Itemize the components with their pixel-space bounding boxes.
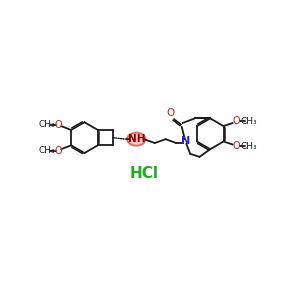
Text: CH₃: CH₃	[38, 146, 55, 155]
Text: O: O	[55, 146, 63, 156]
Text: O: O	[55, 119, 63, 130]
Text: HCl: HCl	[130, 166, 159, 181]
Text: O: O	[233, 116, 240, 127]
Text: NH: NH	[128, 134, 145, 144]
Text: O: O	[166, 108, 174, 118]
Text: N: N	[181, 136, 190, 146]
Text: CH₃: CH₃	[38, 120, 55, 129]
Text: CH₃: CH₃	[241, 117, 257, 126]
Text: O: O	[233, 141, 240, 151]
Ellipse shape	[127, 133, 146, 146]
Text: CH₃: CH₃	[241, 142, 257, 151]
